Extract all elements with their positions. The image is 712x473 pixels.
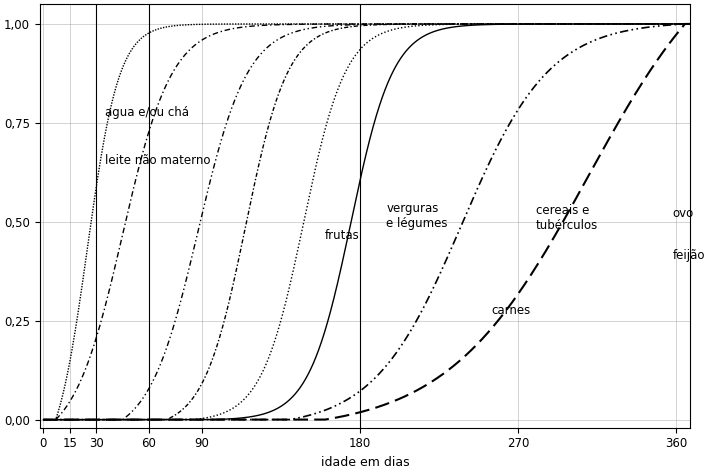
X-axis label: idade em dias: idade em dias [320,456,409,469]
Text: cereais e
tubérculos: cereais e tubérculos [535,204,598,232]
Text: feijão: feijão [673,249,705,262]
Text: verguras
e légumes: verguras e légumes [386,202,448,230]
Text: ovo: ovo [673,207,694,220]
Text: carnes: carnes [491,304,531,317]
Text: leite não materno: leite não materno [105,154,211,167]
Text: agua e/ou chá: agua e/ou chá [105,106,189,120]
Text: frutas: frutas [325,229,360,242]
